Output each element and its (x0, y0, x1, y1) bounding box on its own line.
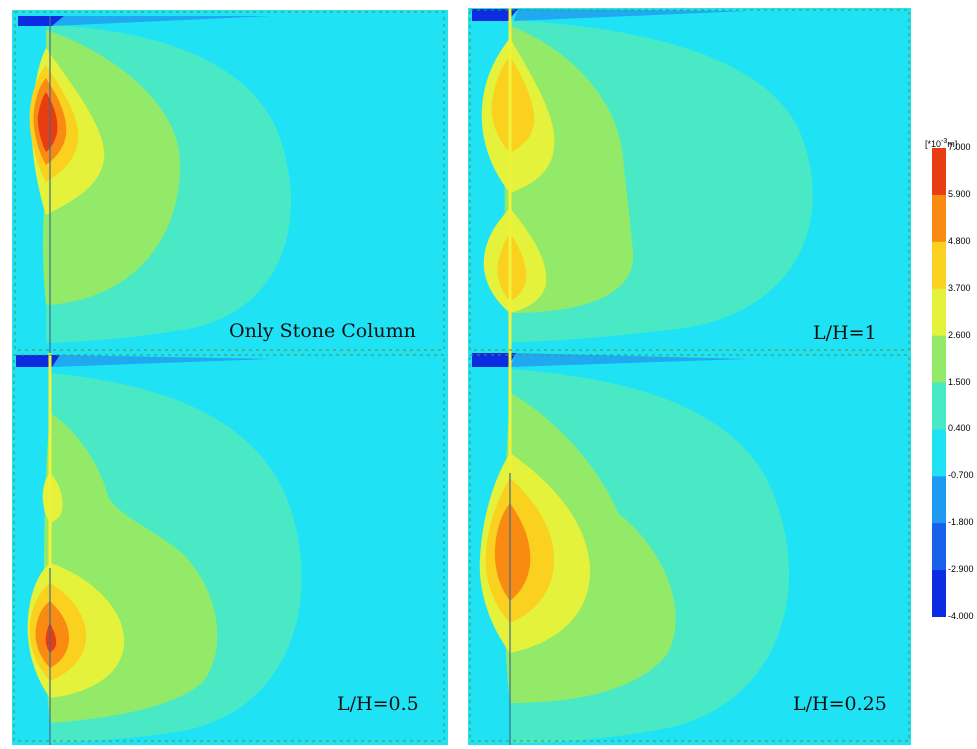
contour-panel-l-h-1: L/H=1 (468, 8, 911, 355)
legend-color-band (932, 429, 946, 477)
legend-tick-label: 1.500 (948, 376, 971, 387)
panel-label: Only Stone Column (229, 320, 416, 342)
color-legend: [*10-3m] 7.000 5.900 4.800 3.700 2.600 1.500 0… (925, 0, 977, 749)
legend-tick-label: -0.700 (948, 470, 974, 481)
legend-color-band (932, 382, 946, 430)
legend-tick-label: -1.800 (948, 517, 974, 528)
panel-label: L/H=0.5 (337, 693, 419, 715)
legend-color-band (932, 476, 946, 524)
panel-label: L/H=1 (813, 322, 877, 344)
legend-unit-exponent: -3 (941, 138, 948, 145)
legend-color-band (932, 241, 946, 290)
legend-color-band (932, 523, 946, 571)
legend-color-band (932, 335, 946, 383)
contour-panel-l-h-0-25: L/H=0.25 (468, 353, 911, 745)
legend-color-band (932, 194, 946, 243)
legend-tick-label: 7.000 (948, 142, 971, 152)
contour-panel-only-stone-column: Only Stone Column (12, 10, 448, 355)
legend-tick-label: 2.600 (948, 329, 971, 340)
legend-tick-label: -2.900 (948, 564, 974, 575)
legend-tick-label: 5.900 (948, 188, 971, 199)
panel-label: L/H=0.25 (793, 693, 887, 715)
legend-unit-suffix: m] (947, 139, 958, 149)
legend-tick-label: 3.700 (948, 282, 971, 293)
legend-tick-label: 4.800 (948, 235, 971, 246)
legend-unit: [*10-3m] (925, 138, 957, 149)
legend-color-band (932, 148, 946, 196)
legend-tick-label: 0.400 (948, 423, 971, 434)
legend-color-bar (932, 148, 946, 617)
legend-color-band (932, 288, 946, 337)
legend-color-band (932, 570, 946, 617)
legend-tick-label: -4.000 (948, 611, 974, 621)
contour-panel-l-h-0-5: L/H=0.5 (12, 353, 448, 745)
legend-unit-prefix: [*10 (925, 139, 942, 149)
